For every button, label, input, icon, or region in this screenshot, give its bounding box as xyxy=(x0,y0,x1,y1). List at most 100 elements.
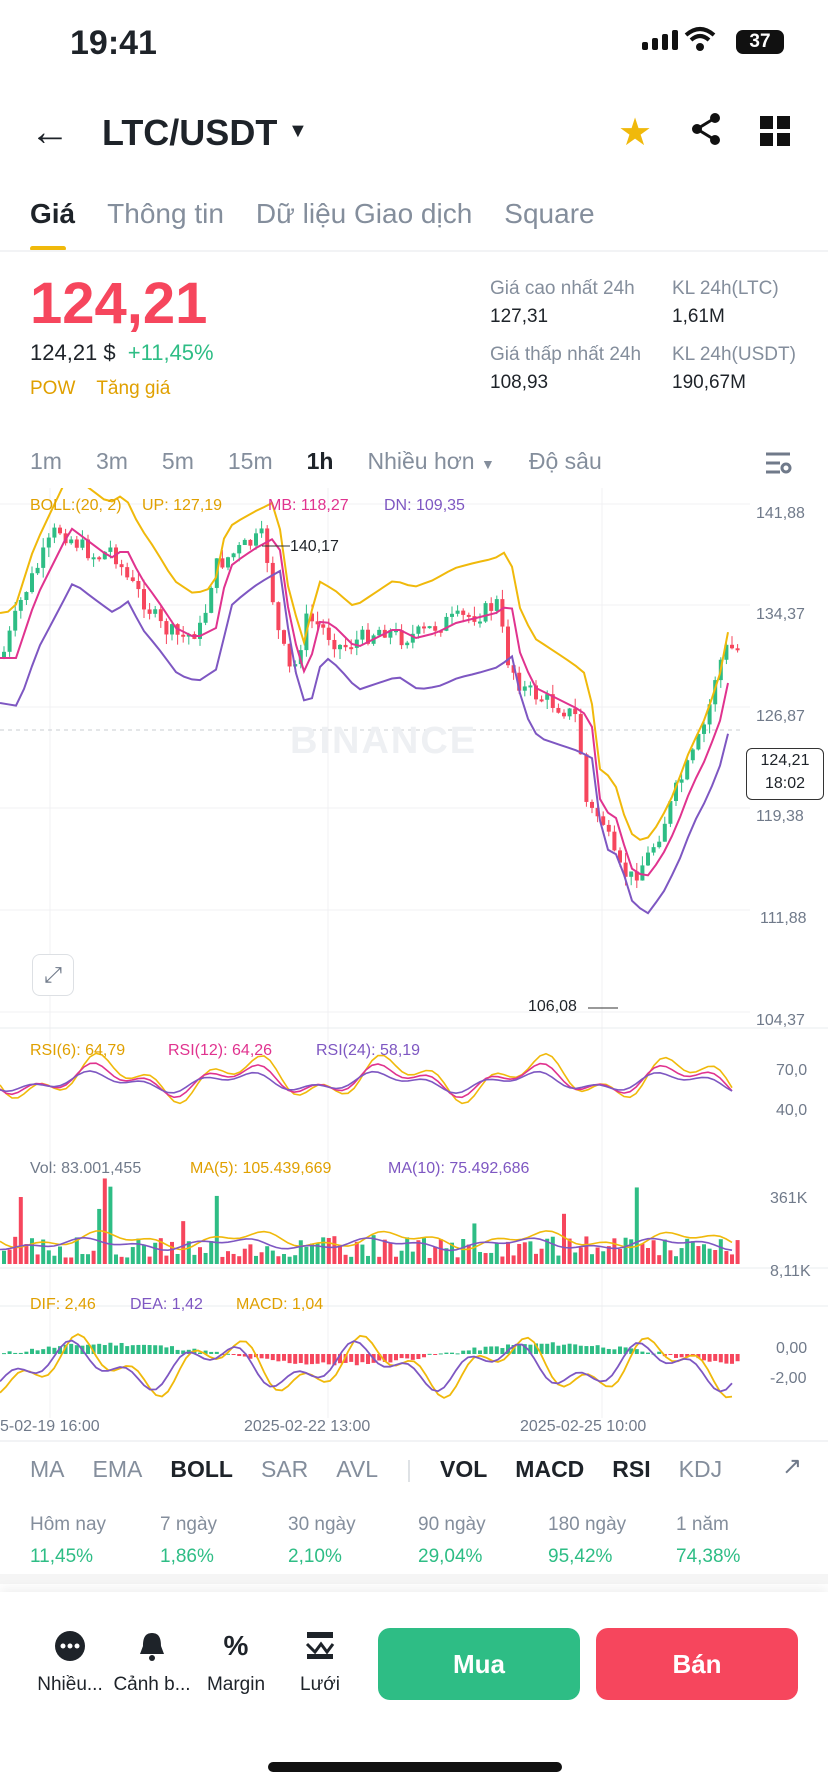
macd-histogram-bar xyxy=(276,1354,281,1362)
candle-body xyxy=(578,714,583,755)
candle-body xyxy=(69,539,74,544)
volume-bar xyxy=(349,1256,354,1264)
volume-bar xyxy=(478,1251,482,1264)
ind-tab-avl[interactable]: AVL xyxy=(336,1456,379,1482)
tab-square[interactable]: Square xyxy=(504,198,595,229)
volume-bar xyxy=(30,1238,34,1264)
price-axis-5: 111,88 xyxy=(760,910,807,927)
candle-body xyxy=(170,624,174,635)
ind-tab-macd[interactable]: MACD xyxy=(515,1456,585,1482)
tag-rising[interactable]: Tăng giá xyxy=(96,378,171,399)
volume-bar xyxy=(58,1246,62,1264)
grid-layout-icon[interactable] xyxy=(760,116,790,146)
macd-histogram-bar xyxy=(735,1354,740,1362)
macd-histogram-bar xyxy=(567,1343,572,1354)
margin-button[interactable]: % Margin xyxy=(196,1630,276,1696)
volume-bar xyxy=(461,1239,466,1264)
ind-tab-rsi[interactable]: RSI xyxy=(612,1456,651,1482)
buy-button[interactable]: Mua xyxy=(378,1628,580,1700)
ind-tab-kdj[interactable]: KDJ xyxy=(678,1456,723,1482)
volume-bar xyxy=(170,1241,174,1264)
macd-histogram-bar xyxy=(629,1348,634,1354)
low-annotation: 106,08 xyxy=(528,998,577,1015)
interval-15m[interactable]: 15m xyxy=(227,448,273,474)
share-icon[interactable] xyxy=(690,112,722,146)
chevron-down-icon[interactable]: ▼ xyxy=(288,120,308,142)
alert-button[interactable]: Cảnh b... xyxy=(112,1630,192,1696)
macd-histogram-bar xyxy=(74,1345,79,1354)
interval-3m[interactable]: 3m xyxy=(95,448,128,474)
macd-histogram-bar xyxy=(545,1343,550,1354)
macd-histogram-bar xyxy=(164,1347,169,1354)
macd-histogram-bar xyxy=(153,1345,158,1354)
volume-bar xyxy=(371,1235,376,1264)
candle-body xyxy=(377,629,382,636)
status-time: 19:41 xyxy=(70,24,157,62)
ind-tab-vol[interactable]: VOL xyxy=(440,1456,488,1482)
candle-body xyxy=(349,647,354,650)
macd-histogram-bar xyxy=(231,1354,236,1355)
vol-label: Vol: 83.001,455 xyxy=(30,1160,142,1177)
volume-bar xyxy=(422,1238,426,1264)
back-arrow-icon[interactable]: ← xyxy=(30,110,70,154)
candle-body xyxy=(74,539,79,548)
interval-1m[interactable]: 1m xyxy=(30,448,62,474)
candle-body xyxy=(427,626,432,629)
ind-tab-ema[interactable]: EMA xyxy=(92,1456,143,1482)
grid-trading-button[interactable]: Lưới xyxy=(280,1630,360,1696)
macd-histogram-bar xyxy=(214,1351,219,1354)
caret-down-icon: ▼ xyxy=(481,456,495,472)
fiat-price-row: 124,21 $ +11,45% xyxy=(30,340,214,366)
interval-5m[interactable]: 5m xyxy=(161,448,194,474)
volume-bar xyxy=(175,1253,180,1264)
boll-dn: DN: 109,35 xyxy=(384,497,465,514)
macd-histogram-bar xyxy=(354,1354,359,1366)
candle-body xyxy=(102,551,107,560)
candle-body xyxy=(685,760,690,780)
volume-bar xyxy=(679,1248,684,1264)
interval-1h[interactable]: 1h xyxy=(306,448,334,474)
more-label: Nhiều... xyxy=(37,1674,103,1695)
candle-body xyxy=(209,587,214,613)
interval-more[interactable]: Nhiều hơn ▼ xyxy=(367,448,494,475)
perf-7d: 7 ngày 1,86% xyxy=(160,1514,217,1568)
volume-bar xyxy=(517,1243,522,1264)
candle-body xyxy=(573,708,578,715)
volume-bar xyxy=(562,1213,566,1264)
tab-trading-data[interactable]: Dữ liệu Giao dịch xyxy=(255,198,473,229)
perf-label: 90 ngày xyxy=(418,1514,486,1535)
macd-histogram-bar xyxy=(321,1354,326,1363)
volume-bar xyxy=(136,1238,141,1264)
volume-bar xyxy=(612,1238,617,1264)
chart-settings-icon[interactable] xyxy=(764,450,792,476)
more-button[interactable]: Nhiều... xyxy=(30,1630,110,1696)
tab-price[interactable]: Giá xyxy=(30,198,76,251)
macd-histogram-bar xyxy=(282,1354,286,1361)
macd-histogram-bar xyxy=(298,1354,303,1364)
tag-pow[interactable]: POW xyxy=(30,378,76,399)
favorite-star-icon[interactable]: ★ xyxy=(618,112,653,154)
fiat-price: 124,21 $ xyxy=(30,340,116,365)
boll-mid-line xyxy=(0,527,729,877)
vol-usdt-value: 190,67M xyxy=(672,372,746,393)
macd-histogram-bar xyxy=(410,1354,415,1360)
tab-info[interactable]: Thông tin xyxy=(107,198,224,229)
ind-tab-ma[interactable]: MA xyxy=(30,1456,65,1482)
sell-button[interactable]: Bán xyxy=(596,1628,798,1700)
macd-histogram-bar xyxy=(18,1352,23,1354)
macd-histogram-bar xyxy=(556,1345,561,1354)
pair-title[interactable]: LTC/USDT xyxy=(102,112,278,153)
volume-bar xyxy=(590,1254,594,1264)
candle-body xyxy=(13,610,18,631)
candle-body xyxy=(203,612,208,623)
indicator-settings-icon[interactable]: ↗ xyxy=(782,1453,803,1480)
expand-icon[interactable]: ⤢ xyxy=(32,954,74,996)
interval-depth[interactable]: Độ sâu xyxy=(528,448,602,474)
candle-body xyxy=(735,648,740,651)
rsi24-label: RSI(24): 58,19 xyxy=(316,1042,421,1059)
ind-tab-boll[interactable]: BOLL xyxy=(170,1456,233,1482)
candle-body xyxy=(366,629,370,644)
candlestick-chart[interactable] xyxy=(0,488,828,1428)
candle-body xyxy=(220,558,225,568)
ind-tab-sar[interactable]: SAR xyxy=(260,1456,309,1482)
